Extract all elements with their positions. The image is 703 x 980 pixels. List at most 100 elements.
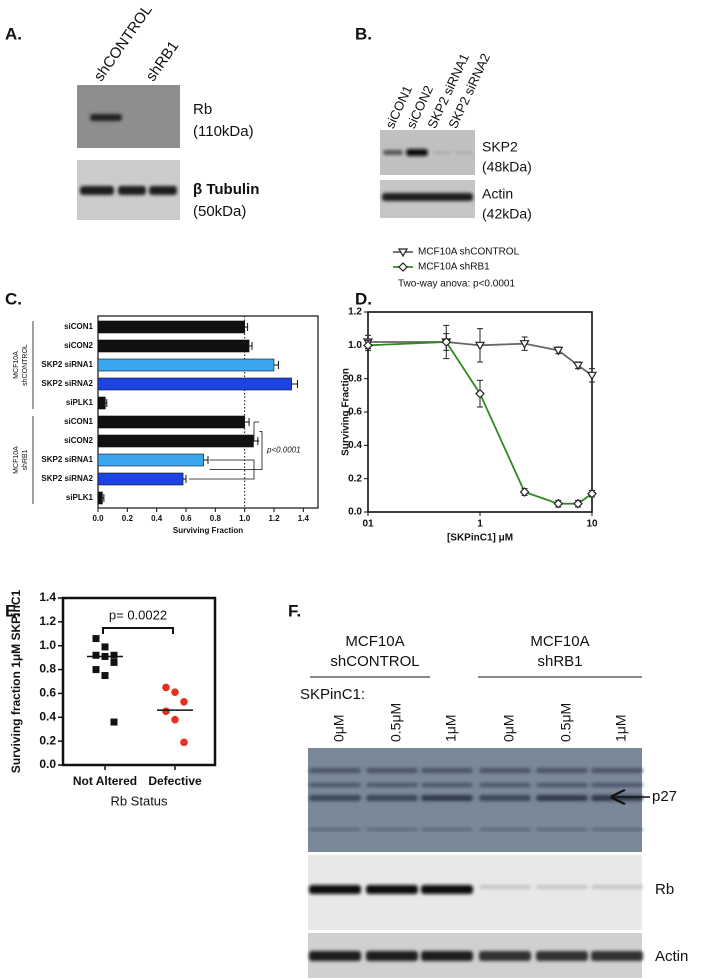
y-tick-label: 1.0 [39,638,56,652]
marker [363,340,373,351]
bar [97,320,245,334]
blot-band [591,885,643,889]
bar [97,358,275,372]
category-label: siPLK1 [66,398,94,407]
dot [92,651,100,659]
group-label: shRB1 [22,449,29,470]
x-axis-title: [SKPinC1] μM [447,533,513,544]
x-tick-label: 0.4 [151,514,163,523]
treatment-label: SKPinC1: [300,686,365,703]
x-tick-label: 1 [477,519,483,530]
error-bar [244,323,249,331]
dot [180,697,188,706]
dot [101,672,109,680]
blot-band [536,885,588,889]
blot-band [421,951,473,961]
blot-band [90,114,122,121]
dot [110,658,118,666]
annotation: p<0.0001 [266,446,301,455]
blot-band [309,768,361,773]
y-tick-label: 0.4 [39,709,56,723]
legend-label: MCF10A shRB1 [418,262,490,273]
panel-label: F. [288,601,301,620]
y-axis-title: Surviving Fraction [341,368,352,456]
blot-band [309,783,361,787]
error-bar [291,380,298,388]
marker [587,488,597,499]
dot [171,688,179,697]
x-tick-label: 10 [586,519,598,530]
blot-band [383,150,403,155]
dot [92,666,100,674]
y-tick-label: 0.8 [39,662,56,676]
y-tick-label: 0.2 [39,733,56,747]
marker [572,361,584,371]
category-label: siCON1 [64,322,93,331]
series-line [367,341,593,505]
blot-band [366,951,418,961]
dot [92,635,100,643]
y-tick-label: 1.2 [348,307,362,318]
category-label: SKP2 siRNA2 [41,474,93,483]
blot-band [536,768,588,773]
x-tick-label: Not Altered [73,774,137,788]
group-label: shCONTROL [22,344,29,386]
category-label: siCON2 [64,436,93,445]
group-label: MCF10A [13,446,20,474]
blot-band [118,186,146,195]
marker [553,498,564,509]
blot-band [591,951,643,961]
panel-label: C. [5,289,22,308]
error-bar [203,456,209,464]
marker [573,498,583,509]
blot-band [536,951,588,961]
lane-label: 0.5μM [388,703,404,742]
y-tick-label: 0.8 [348,373,362,384]
lane-label: shRB1 [143,38,183,85]
band-label: β Tubulin [193,181,259,198]
y-tick-label: 0.2 [348,473,362,484]
x-tick-label: 0.6 [180,514,192,523]
blot-band [421,885,473,894]
group-label: shRB1 [537,653,582,670]
blot-band [406,149,428,156]
x-tick-label: 0.8 [210,514,222,523]
x-tick-label: 1.4 [298,514,310,523]
dot [110,651,118,659]
category-label: SKP2 siRNA1 [41,455,93,464]
category-label: SKP2 siRNA2 [41,379,93,388]
blot-membrane [308,855,642,930]
group-label: MCF10A [345,633,404,650]
blot-band [366,795,418,801]
blot-band [591,795,643,801]
blot-band [479,885,531,889]
panel-label: B. [355,24,372,43]
blot-band [421,783,473,787]
lane-label: 1μM [613,714,629,742]
marker [553,346,564,356]
blot-band [479,795,531,801]
annotation: p= 0.0022 [109,607,167,622]
y-tick-label: 0.0 [39,757,56,771]
group-label: shCONTROL [330,653,419,670]
lane-label: 1μM [443,714,459,742]
marker [519,487,530,497]
x-tick-label: Defective [148,774,202,788]
blot-band [591,828,643,831]
y-tick-label: 0.6 [348,407,362,418]
x-axis-title: Surviving Fraction [173,526,243,535]
panel-label: E. [5,601,21,620]
blot-band [80,186,114,195]
error-bar [274,361,279,369]
y-tick-label: 1.0 [348,340,362,351]
blot-band [479,828,531,831]
panel-label: D. [355,289,372,308]
dot [110,718,118,726]
y-tick-label: 1.2 [39,614,56,628]
blot-band [433,151,451,154]
lane-label: 0μM [331,714,347,742]
x-tick-label: 0.2 [122,514,134,523]
band-size: (50kDa) [193,203,246,220]
x-tick-label: 01 [362,519,374,530]
